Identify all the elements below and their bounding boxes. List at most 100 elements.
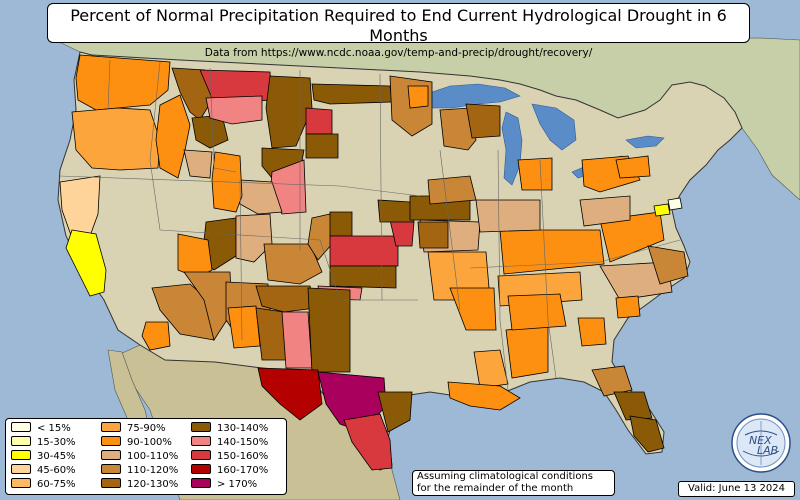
nexlab-logo: NEX LAB [731,413,791,473]
region-utah-tan [235,213,273,263]
region-north-dakota-east [311,83,393,105]
legend-label: 120-130% [127,479,179,490]
legend-label: 110-120% [127,465,179,476]
region-oregon [71,107,161,171]
legend-item: 45-60% [11,464,76,478]
legend-item: 60-75% [11,478,76,492]
region-idaho-south-tan [183,149,213,179]
logo-text-1: NEX [749,434,772,447]
region-mississippi [473,349,509,389]
legend-swatch [101,464,121,474]
region-north-dakota [265,75,313,149]
region-new-mexico-brown [255,285,317,313]
region-nebraska-brown [377,199,415,223]
region-virginia-tan [579,195,631,227]
legend-item: 30-45% [11,450,76,464]
assumption-note: Assuming climatological conditions for t… [412,470,615,496]
region-new-mexico-orange [227,305,261,349]
region-florida-south [629,415,665,453]
region-wisconsin-brown [465,103,501,139]
region-texas-south-red [343,413,393,471]
region-illinois [427,175,477,205]
region-california-central [65,229,107,297]
region-maryland-white [667,197,683,211]
legend-swatch [11,422,31,432]
legend-item: 75-90% [101,422,166,436]
legend-label: 75-90% [127,423,166,434]
region-new-mexico-pink [281,311,313,369]
region-gulf-coast [447,381,521,411]
legend-item: 130-140% [191,422,268,436]
region-wisconsin [439,107,477,151]
region-north-carolina-coast [647,245,689,285]
lake-huron [531,103,577,151]
region-arizona-central [183,271,233,341]
region-kansas-red [329,235,399,267]
legend-label: 15-30% [37,437,76,448]
region-indiana [517,157,553,191]
region-kansas-brown [329,211,353,237]
region-alabama [505,325,549,379]
region-texas-west-darkred [257,367,323,421]
region-idaho-west [155,94,191,179]
legend-item: > 170% [191,478,257,492]
region-florida-north [591,365,633,397]
legend-swatch [11,478,31,488]
legend-item: < 15% [11,422,71,436]
legend-item: 160-170% [191,464,268,478]
legend-swatch [11,436,31,446]
legend-label: 130-140% [217,423,269,434]
region-virginia [599,211,665,263]
note-line-1: Assuming climatological conditions [417,471,593,482]
region-oklahoma-brown [329,265,397,289]
region-florida-central [613,391,653,421]
legend-label: 150-160% [217,451,269,462]
legend-swatch [191,450,211,460]
legend-item: 90-100% [101,436,172,450]
region-montana-south [205,95,263,125]
legend-swatch [101,422,121,432]
legend-swatch [101,478,121,488]
legend-label: 100-110% [127,451,179,462]
region-georgia-east [615,295,641,319]
legend-label: 60-75% [37,479,76,490]
drought-regions [59,54,689,471]
lake-ontario [625,135,665,149]
legend-label: 140-150% [217,437,269,448]
legend-item: 140-150% [191,436,268,450]
region-colorado-east [307,213,333,261]
region-arizona-orange [141,321,171,351]
valid-date: Valid: June 13 2024 [678,481,795,497]
region-texas-south-brown [377,391,413,433]
region-kentucky-tan [475,199,541,233]
note-line-2: for the remainder of the month [417,483,574,494]
legend-label: 90-100% [127,437,172,448]
legend-item: 150-160% [191,450,268,464]
region-maryland-yellow [653,203,671,217]
logo-text-2: LAB [757,444,778,457]
legend: < 15% 15-30% 30-45% 45-60% 60-75% 75-90%… [5,418,287,495]
region-arkansas [449,287,497,331]
lake-superior [419,83,521,109]
legend-swatch [191,436,211,446]
legend-item: 110-120% [101,464,178,478]
region-south-dakota-brown [305,133,339,159]
region-minnesota-east [407,85,429,109]
legend-swatch [101,436,121,446]
legend-swatch [191,464,211,474]
region-colorado-west [263,243,323,285]
legend-label: > 170% [217,479,258,490]
legend-label: < 15% [37,423,71,434]
legend-swatch [11,450,31,460]
map-subtitle: Data from https://www.ncdc.noaa.gov/temp… [204,47,593,59]
legend-item: 120-130% [101,478,178,492]
legend-swatch [191,422,211,432]
region-new-york [615,155,651,179]
legend-swatch [101,450,121,460]
lake-michigan [501,111,523,186]
region-missouri-brown [417,221,449,249]
legend-label: 45-60% [37,465,76,476]
legend-item: 15-30% [11,436,76,450]
map-title: Percent of Normal Precipitation Required… [70,6,727,45]
legend-swatch [11,464,31,474]
